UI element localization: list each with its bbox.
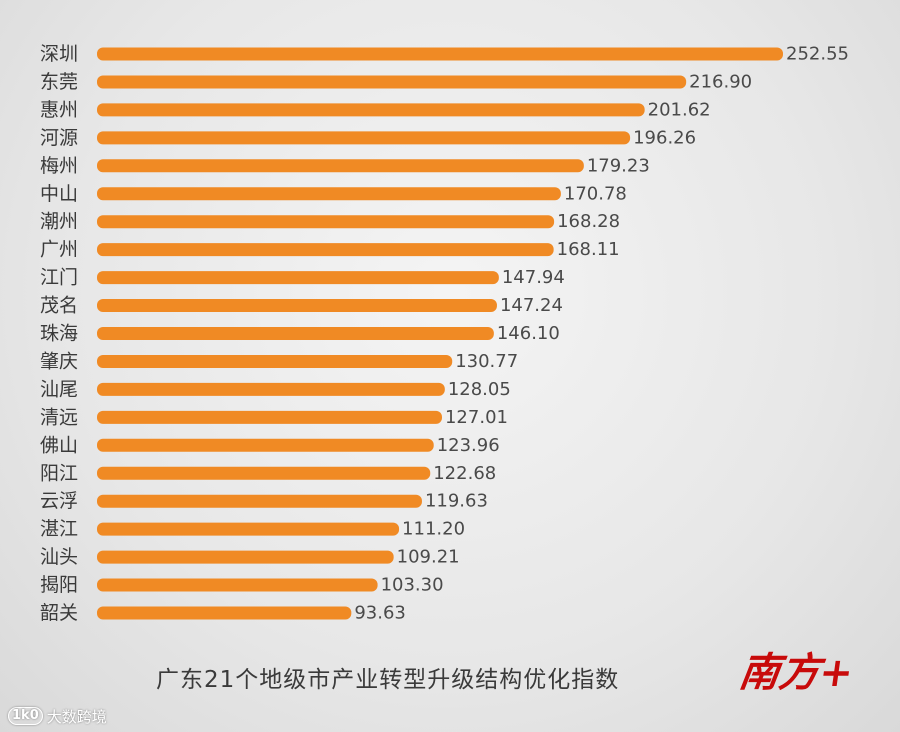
value-label: 252.55 <box>786 44 849 65</box>
bar <box>97 75 687 89</box>
value-label: 122.68 <box>433 463 496 484</box>
value-label: 147.94 <box>502 267 565 288</box>
value-label: 196.26 <box>633 127 696 148</box>
category-label: 广州 <box>40 239 78 261</box>
value-label: 130.77 <box>455 351 518 372</box>
value-label: 119.63 <box>425 491 488 512</box>
bar <box>97 187 561 201</box>
category-label: 中山 <box>40 183 78 205</box>
category-label: 揭阳 <box>40 574 78 596</box>
category-label: 潮州 <box>40 211 78 233</box>
watermark-logo-icon: 1k0 <box>8 707 43 725</box>
value-label: 111.20 <box>402 519 465 540</box>
category-label: 深圳 <box>40 43 78 65</box>
watermark-text: 大数跨境 <box>46 707 107 726</box>
bar <box>97 438 434 452</box>
chart-title: 广东21个地级市产业转型升级结构优化指数 <box>156 667 620 693</box>
bar <box>97 243 554 257</box>
nanfang-plus-logo: 南方+ <box>736 640 860 710</box>
category-label: 阳江 <box>40 462 78 484</box>
category-label: 东莞 <box>40 71 78 93</box>
bar <box>97 354 453 368</box>
category-label: 佛山 <box>40 434 78 456</box>
category-label: 清远 <box>40 406 78 428</box>
category-label: 汕尾 <box>40 378 78 400</box>
category-label: 湛江 <box>40 518 78 540</box>
bar <box>97 159 584 173</box>
value-label: 146.10 <box>497 323 560 344</box>
watermark: 1k0 大数跨境 <box>8 704 107 728</box>
bar <box>97 522 400 536</box>
category-label: 茂名 <box>40 295 78 317</box>
value-label: 170.78 <box>564 183 627 204</box>
bar <box>97 327 494 340</box>
value-label: 123.96 <box>437 435 500 456</box>
bar <box>97 47 783 61</box>
category-label: 江门 <box>40 267 78 289</box>
category-label: 云浮 <box>40 490 78 512</box>
bar <box>97 494 422 508</box>
value-label: 168.11 <box>557 239 620 260</box>
category-label: 韶关 <box>40 602 78 624</box>
value-label: 103.30 <box>381 575 444 596</box>
value-label: 179.23 <box>587 155 650 176</box>
value-label: 127.01 <box>445 407 508 428</box>
value-label: 216.90 <box>689 71 752 92</box>
category-label: 惠州 <box>40 99 78 121</box>
value-label: 147.24 <box>500 295 563 316</box>
bar <box>97 131 631 145</box>
bar <box>97 550 394 564</box>
value-label: 168.28 <box>557 211 620 232</box>
bar-chart: 深圳 252.55 东莞 216.90 惠州 201.62 河源 196.26 梅州 179.23… <box>40 43 849 624</box>
category-label: 梅州 <box>40 155 78 177</box>
value-label: 201.62 <box>648 99 711 120</box>
bar <box>97 466 431 480</box>
category-label: 汕头 <box>40 546 78 568</box>
bar <box>97 299 497 313</box>
bar <box>97 578 378 592</box>
category-label: 肇庆 <box>40 350 78 372</box>
bar <box>97 410 442 424</box>
bar <box>97 606 352 620</box>
bar <box>97 103 645 117</box>
bar <box>97 382 445 396</box>
value-label: 128.05 <box>448 379 511 400</box>
bar <box>97 271 499 285</box>
category-label: 河源 <box>40 127 78 149</box>
category-label: 珠海 <box>40 323 78 345</box>
value-label: 109.21 <box>397 547 460 568</box>
logo-text: 南方+ <box>736 649 857 696</box>
value-label: 93.63 <box>354 603 406 624</box>
bar <box>97 215 555 229</box>
